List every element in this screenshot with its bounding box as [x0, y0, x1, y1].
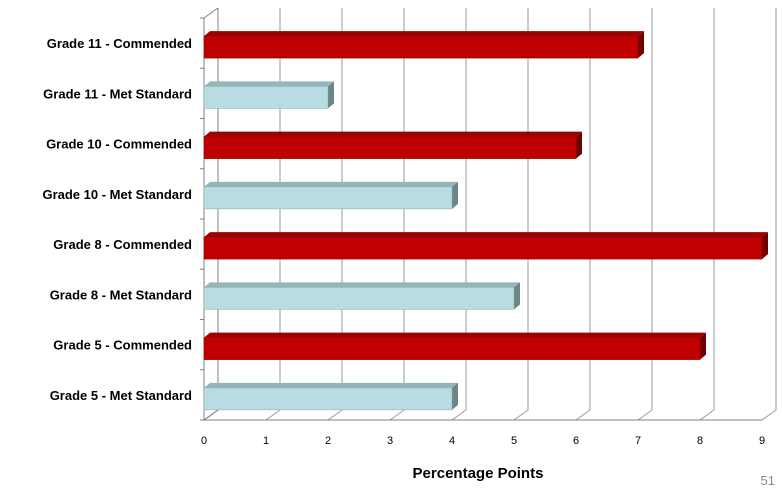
bar-grade-5-met-standard	[203, 382, 458, 411]
bar-end-face	[514, 282, 520, 310]
category-label: Grade 8 - Met Standard	[50, 287, 192, 302]
page-number: 51	[760, 473, 775, 488]
x-tick-label: 3	[387, 435, 393, 447]
category-label: Grade 11 - Commended	[47, 36, 192, 51]
x-tick-label: 0	[201, 435, 207, 447]
bar-front-face	[203, 287, 515, 310]
category-label: Grade 10 - Commended	[46, 137, 192, 152]
bar-top-face	[204, 382, 458, 388]
x-tick-label: 8	[697, 435, 703, 447]
bar-top-face	[204, 81, 334, 87]
bar-top-face	[204, 181, 458, 187]
bar-grade-10-commended	[203, 131, 582, 159]
bar-grade-8-met-standard	[203, 282, 520, 310]
bar-grade-11-met-standard	[203, 81, 334, 109]
category-label: Grade 5 - Commended	[53, 338, 192, 353]
bar-top-face	[204, 332, 706, 338]
x-tick-label: 9	[759, 435, 765, 447]
x-tick-label: 1	[263, 435, 269, 447]
bar-end-face	[576, 131, 582, 159]
bar-grade-10-met-standard	[203, 181, 458, 210]
bar-front-face	[203, 136, 577, 159]
gridline-9	[761, 8, 777, 421]
x-tick-label: 4	[449, 435, 455, 447]
category-label: Grade 8 - Commended	[53, 237, 192, 252]
bar-top-face	[204, 131, 582, 137]
bar-front-face	[203, 387, 453, 411]
bar-front-face	[203, 86, 329, 109]
bar-end-face	[328, 81, 334, 109]
bar-front-face	[203, 186, 453, 210]
x-axis-title: Percentage Points	[413, 465, 544, 482]
bar-series	[203, 31, 768, 411]
bar-end-face	[452, 181, 458, 209]
category-labels: Grade 11 - Commended Grade 11 - Met Stand…	[42, 36, 192, 403]
bar-grade-8-commended	[203, 232, 768, 260]
bar-grade-5-commended	[203, 332, 706, 360]
category-label: Grade 11 - Met Standard	[43, 86, 192, 101]
bar-top-face	[204, 232, 768, 238]
x-tick-label: 2	[325, 435, 331, 447]
x-tick-label: 5	[511, 435, 517, 447]
bar-top-face	[204, 282, 520, 288]
gridline-7	[637, 8, 653, 421]
bar-front-face	[203, 35, 639, 59]
gridline-6	[575, 8, 591, 421]
bar-end-face	[762, 232, 768, 260]
bar-end-face	[638, 31, 644, 59]
category-label: Grade 5 - Met Standard	[50, 388, 192, 403]
y-axis-top-edge	[203, 7, 219, 19]
grid-lines	[203, 8, 777, 421]
bar-end-face	[452, 382, 458, 410]
bar-front-face	[203, 337, 701, 360]
category-label: Grade 10 - Met Standard	[42, 187, 192, 202]
x-tick-label: 6	[573, 435, 579, 447]
x-tick-label: 7	[635, 435, 641, 447]
bar-top-face	[204, 31, 644, 37]
x-tick-labels: 0 1 2 3 4 5 6 7 8 9	[201, 435, 765, 447]
bar-end-face	[700, 332, 706, 360]
bar-grade-11-commended	[203, 31, 644, 59]
gridline-8	[699, 8, 715, 421]
bar-front-face	[203, 236, 763, 260]
